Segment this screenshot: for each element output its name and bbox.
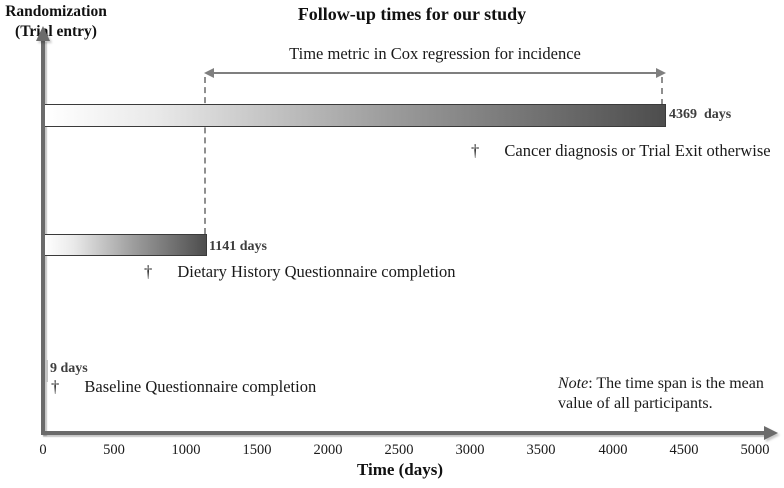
note-text: Note: The time span is the mean value of… xyxy=(558,374,784,414)
event-label-baseline: † Baseline Questionnaire completion xyxy=(51,377,316,397)
x-tick-1000: 1000 xyxy=(171,442,201,458)
y-axis-label-line2: (Trial entry) xyxy=(15,23,97,40)
x-axis-label: Time (days) xyxy=(356,460,444,479)
note-rest: : The time span is the mean xyxy=(588,375,764,392)
event-text-baseline: Baseline Questionnaire completion xyxy=(84,377,317,396)
event-text-cancer: Cancer diagnosis or Trial Exit otherwise xyxy=(504,141,771,160)
dashed-guide-4369 xyxy=(661,77,663,105)
x-axis xyxy=(41,431,766,435)
chart-title: Follow-up times for our study xyxy=(297,4,527,24)
x-tick-4000: 4000 xyxy=(598,442,628,458)
y-axis xyxy=(41,40,45,434)
bar-value-9: 9 days xyxy=(50,361,88,376)
arrow-right-icon xyxy=(656,68,666,78)
x-tick-1500: 1500 xyxy=(242,442,272,458)
x-tick-3000: 3000 xyxy=(455,442,485,458)
x-tick-4500: 4500 xyxy=(669,442,699,458)
dashed-guide-1141 xyxy=(204,77,206,234)
event-text-dietary: Dietary History Questionnaire completion xyxy=(177,262,456,281)
bar-value-1141: 1141 days xyxy=(209,239,267,254)
note-prefix: Note xyxy=(558,375,589,392)
dagger-icon: † xyxy=(144,262,153,281)
arrow-up-icon xyxy=(36,26,50,41)
arrow-left-icon xyxy=(204,68,214,78)
cox-annotation-arrow-line xyxy=(212,72,658,74)
bar-value-4369: 4369 days xyxy=(669,107,732,122)
bar-baseline-questionnaire xyxy=(45,360,48,382)
y-axis-label-line1: Randomization xyxy=(5,3,107,20)
bar-dietary-questionnaire xyxy=(45,234,207,256)
x-tick-2000: 2000 xyxy=(313,442,343,458)
y-axis-label: Randomization (Trial entry) xyxy=(0,2,112,42)
x-tick-0: 0 xyxy=(39,442,47,458)
arrow-right-axis-icon xyxy=(764,426,778,440)
dagger-icon: † xyxy=(471,141,480,160)
event-label-cancer: † Cancer diagnosis or Trial Exit otherwi… xyxy=(471,141,771,161)
bar-cancer-diagnosis xyxy=(45,104,666,127)
note-line2: value of all participants. xyxy=(558,395,713,412)
event-label-dietary: † Dietary History Questionnaire completi… xyxy=(144,262,456,282)
x-tick-5000: 5000 xyxy=(740,442,770,458)
dagger-icon: † xyxy=(51,377,60,396)
x-tick-3500: 3500 xyxy=(526,442,556,458)
x-tick-500: 500 xyxy=(103,442,125,458)
x-tick-2500: 2500 xyxy=(384,442,414,458)
cox-annotation-text: Time metric in Cox regression for incide… xyxy=(289,44,581,63)
